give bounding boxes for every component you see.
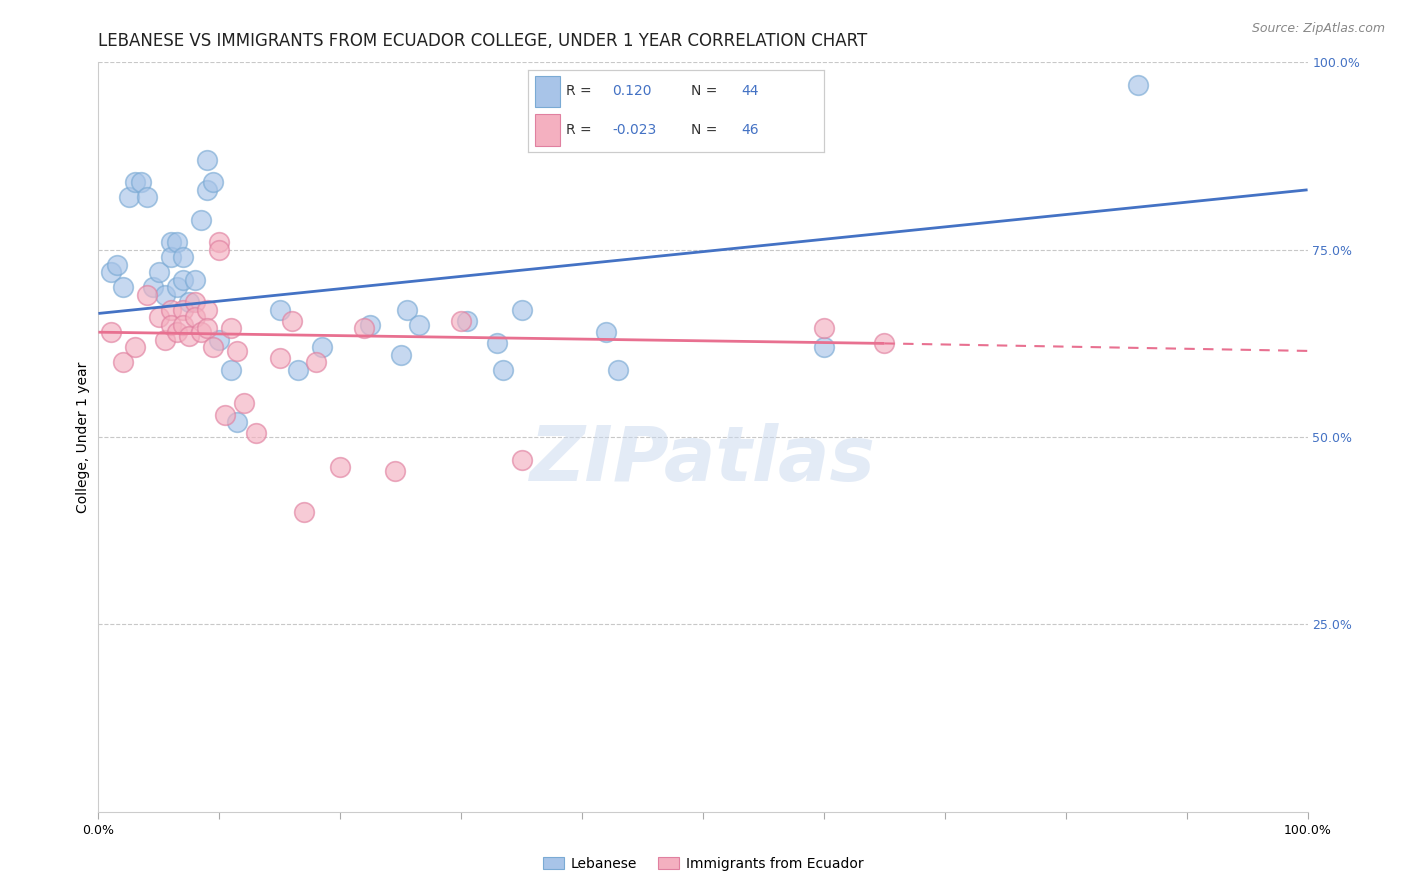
Point — [311, 340, 333, 354]
Point — [129, 175, 152, 189]
Point — [160, 250, 183, 264]
Point — [100, 325, 122, 339]
Point — [607, 362, 630, 376]
Point — [450, 314, 472, 328]
Point — [172, 273, 194, 287]
Point — [135, 287, 157, 301]
Point — [195, 153, 218, 167]
Point — [118, 190, 141, 204]
Point — [111, 355, 134, 369]
Point — [166, 280, 188, 294]
Point — [221, 362, 243, 376]
Point — [179, 329, 201, 343]
Point — [153, 333, 176, 347]
Point — [456, 314, 478, 328]
Point — [221, 321, 243, 335]
Point — [184, 310, 207, 325]
Point — [486, 336, 509, 351]
Point — [226, 415, 249, 429]
Y-axis label: College, Under 1 year: College, Under 1 year — [76, 361, 90, 513]
Point — [208, 333, 231, 347]
Point — [232, 396, 254, 410]
Point — [873, 336, 896, 351]
Point — [148, 265, 170, 279]
Point — [160, 235, 183, 250]
Text: Source: ZipAtlas.com: Source: ZipAtlas.com — [1251, 22, 1385, 36]
Point — [202, 340, 225, 354]
Point — [105, 258, 128, 272]
Point — [111, 280, 134, 294]
Legend: Lebanese, Immigrants from Ecuador: Lebanese, Immigrants from Ecuador — [537, 851, 869, 876]
Point — [305, 355, 328, 369]
Point — [142, 280, 165, 294]
Point — [281, 314, 304, 328]
Point — [510, 302, 533, 317]
Point — [245, 426, 267, 441]
Point — [195, 321, 218, 335]
Point — [287, 362, 309, 376]
Point — [153, 287, 176, 301]
Point — [172, 318, 194, 332]
Point — [329, 460, 352, 475]
Point — [269, 302, 291, 317]
Point — [813, 340, 835, 354]
Point — [100, 265, 122, 279]
Point — [160, 302, 183, 317]
Text: ZIPatlas: ZIPatlas — [530, 423, 876, 497]
Point — [408, 318, 430, 332]
Point — [190, 212, 212, 227]
Point — [202, 175, 225, 189]
Point — [226, 343, 249, 358]
Point — [172, 250, 194, 264]
Point — [208, 235, 231, 250]
Point — [124, 340, 146, 354]
Point — [166, 325, 188, 339]
Point — [184, 295, 207, 310]
Point — [160, 318, 183, 332]
Point — [208, 243, 231, 257]
Point — [124, 175, 146, 189]
Point — [195, 183, 218, 197]
Point — [195, 302, 218, 317]
Point — [179, 295, 201, 310]
Point — [813, 321, 835, 335]
Text: LEBANESE VS IMMIGRANTS FROM ECUADOR COLLEGE, UNDER 1 YEAR CORRELATION CHART: LEBANESE VS IMMIGRANTS FROM ECUADOR COLL… — [98, 32, 868, 50]
Point — [172, 302, 194, 317]
Point — [492, 362, 515, 376]
Point — [269, 351, 291, 366]
Point — [353, 321, 375, 335]
Point — [190, 325, 212, 339]
Point — [595, 325, 617, 339]
Point — [510, 452, 533, 467]
Point — [166, 235, 188, 250]
Point — [148, 310, 170, 325]
Point — [135, 190, 157, 204]
Point — [292, 505, 315, 519]
Point — [360, 318, 382, 332]
Point — [184, 273, 207, 287]
Point — [1128, 78, 1150, 92]
Point — [214, 408, 236, 422]
Point — [395, 302, 418, 317]
Point — [384, 464, 406, 478]
Point — [389, 348, 412, 362]
